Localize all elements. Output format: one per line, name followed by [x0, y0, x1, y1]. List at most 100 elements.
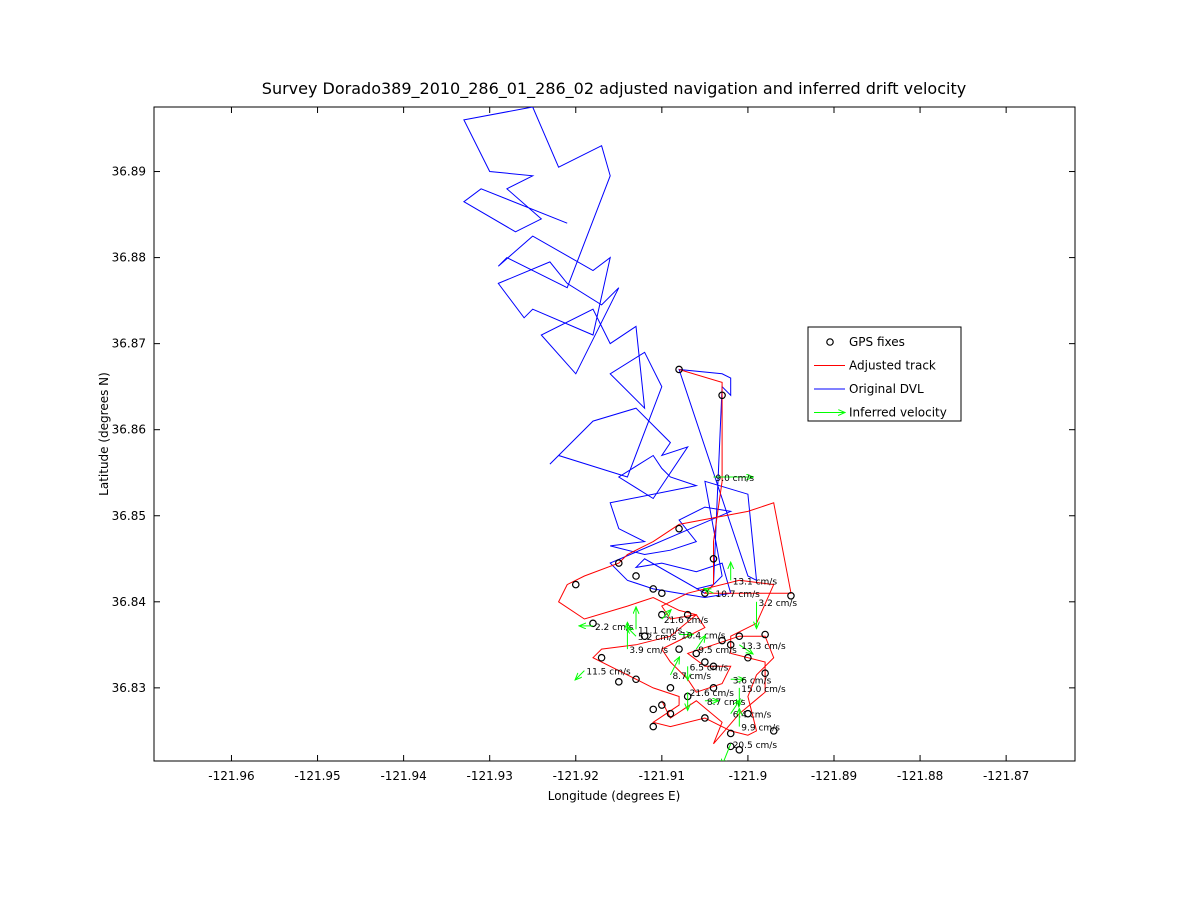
velocity-label: 3.6 cm/s — [733, 676, 772, 686]
x-tick-label: -121.94 — [380, 769, 426, 783]
velocity-label: 13.1 cm/s — [733, 577, 778, 587]
gps-fix-marker — [709, 554, 718, 563]
gps-fix-marker — [787, 591, 795, 600]
y-tick-label: 36.84 — [112, 595, 146, 609]
velocity-label: 10.7 cm/s — [715, 590, 760, 600]
velocity-label: 13.3 cm/s — [741, 642, 786, 652]
velocity-label: 8.7 cm/s — [707, 698, 746, 708]
gps-fix-marker — [649, 585, 658, 593]
gps-fix-marker — [658, 701, 666, 709]
x-tick-label: -121.92 — [553, 769, 599, 783]
velocity-label: 9.9 cm/s — [741, 724, 780, 734]
velocity-label: 5.2 cm/s — [638, 633, 677, 643]
gps-fix-marker — [683, 610, 692, 619]
x-tick-label: -121.91 — [639, 769, 685, 783]
x-axis-ticks: -121.96 -121.95 -121.94 -121.93 -121.92 -121.… — [208, 107, 1029, 783]
velocity-arrow — [661, 610, 671, 620]
gps-fix-marker — [675, 645, 683, 653]
gps-fix-marker — [726, 742, 735, 751]
x-tick-label: -121.88 — [897, 769, 943, 783]
y-tick-label: 36.87 — [112, 337, 146, 351]
gps-fix-marker — [666, 684, 675, 692]
velocity-arrow — [576, 670, 585, 680]
x-tick-label: -121.95 — [294, 769, 340, 783]
gps-fix-marker — [589, 619, 597, 628]
gps-fix-marker — [761, 630, 769, 639]
velocity-arrow — [695, 636, 705, 650]
velocity-label: 11.1 cm/s — [638, 626, 683, 636]
gps-fix-marker — [744, 709, 752, 718]
gps-fix-marker — [675, 365, 683, 374]
velocity-label: 8.7 cm/s — [672, 672, 711, 682]
velocity-arrow — [670, 658, 679, 676]
x-tick-label: -121.96 — [208, 769, 254, 783]
adjusted-track-line — [557, 369, 792, 745]
legend-items: GPS fixes Adjusted track Original DVL Infer… — [814, 335, 947, 420]
y-tick-label: 36.88 — [112, 251, 146, 265]
x-tick-label: -121.87 — [983, 769, 1029, 783]
x-tick-label: -121.89 — [811, 769, 857, 783]
gps-fix-marker — [692, 649, 701, 658]
data-layer: 9.0 cm/s 13.1 cm/s 10.7 cm/s3.2 cm/s 21.6 c… — [462, 107, 798, 761]
gps-fix-marker — [640, 632, 649, 641]
gps-fix-marker — [649, 705, 658, 714]
velocity-label: 3.2 cm/s — [759, 599, 798, 609]
y-axis-ticks: 36.83 36.84 36.85 36.86 36.87 36.88 36.89 — [112, 165, 1075, 695]
legend-label: Inferred velocity — [849, 406, 947, 420]
velocity-label: 6.5 cm/s — [690, 663, 729, 673]
legend-label: Adjusted track — [849, 359, 936, 373]
gps-fix-marker — [735, 746, 744, 754]
x-tick-label: -121.9 — [729, 769, 768, 783]
gps-fix-marker — [718, 391, 726, 400]
gps-fix-marker — [769, 727, 778, 735]
velocity-label: 21.6 cm/s — [690, 689, 735, 699]
velocity-label: 10.4 cm/s — [681, 632, 726, 642]
gps-fix-marker — [726, 641, 735, 649]
legend-marker-gps — [826, 338, 834, 346]
velocity-label: 3.9 cm/s — [629, 646, 668, 656]
gps-fix-marker — [709, 662, 718, 671]
gps-fix-marker — [761, 669, 769, 678]
velocity-label: 15.0 cm/s — [741, 685, 786, 695]
legend-label: GPS fixes — [849, 335, 905, 349]
gps-fix-marker — [666, 709, 675, 718]
x-tick-label: -121.93 — [467, 769, 513, 783]
gps-fix-marker — [615, 678, 623, 686]
gps-fix-marker — [701, 714, 709, 722]
velocity-arrow — [722, 743, 732, 761]
gps-fix-marker — [649, 722, 658, 731]
gps-fix-marker — [658, 589, 666, 597]
velocity-label: 21.6 cm/s — [664, 616, 709, 626]
y-tick-label: 36.85 — [112, 509, 146, 523]
gps-fix-marker — [726, 729, 735, 738]
legend-label: Original DVL — [849, 382, 924, 396]
velocity-arrow — [705, 589, 714, 593]
gps-fix-marker — [735, 632, 744, 641]
axes-box — [153, 106, 1076, 762]
gps-fix-marker — [597, 653, 606, 662]
gps-fix-marker — [701, 658, 709, 666]
velocity-label: 2.2 cm/s — [595, 623, 634, 633]
y-tick-label: 36.83 — [112, 681, 146, 695]
legend: GPS fixes Adjusted track Original DVL Infer… — [807, 326, 962, 422]
velocity-label: 6.4 cm/s — [733, 711, 772, 721]
gps-fix-marker — [709, 684, 718, 692]
gps-fix-marker — [632, 572, 640, 580]
y-tick-label: 36.89 — [112, 165, 146, 179]
gps-fix-marker — [675, 524, 683, 533]
velocity-arrow — [730, 701, 740, 714]
x-axis-label: Longitude (degrees E) — [548, 789, 681, 803]
y-axis-label: Latitude (degrees N) — [97, 372, 111, 496]
velocity-label: 9.5 cm/s — [698, 646, 737, 656]
original-dvl-line — [462, 107, 758, 599]
velocity-label: 11.5 cm/s — [586, 668, 631, 678]
velocity-arrow — [739, 644, 752, 654]
chart-title: Survey Dorado389_2010_286_01_286_02 adju… — [262, 79, 966, 99]
gps-fix-marker — [615, 559, 623, 567]
velocity-label: 20.5 cm/s — [733, 741, 778, 751]
velocity-label: 9.0 cm/s — [715, 474, 754, 484]
y-tick-label: 36.86 — [112, 423, 146, 437]
gps-fix-marker — [632, 675, 640, 684]
plot-area: 9.0 cm/s 13.1 cm/s 10.7 cm/s3.2 cm/s 21.6 c… — [112, 106, 1076, 783]
